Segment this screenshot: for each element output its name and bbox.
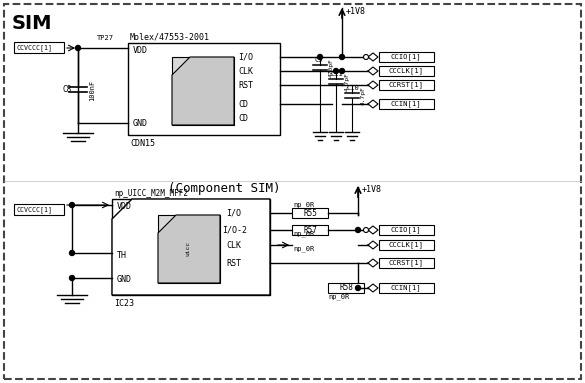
Bar	[379, 240, 434, 250]
Circle shape	[70, 203, 74, 208]
Text: CDN15: CDN15	[130, 139, 155, 147]
Polygon shape	[158, 215, 220, 283]
Text: CCCLK[1]: CCCLK[1]	[388, 242, 424, 248]
Text: np_UICC_M2M_MFF2: np_UICC_M2M_MFF2	[114, 188, 188, 198]
Text: +1V8: +1V8	[346, 7, 366, 15]
FancyBboxPatch shape	[4, 4, 581, 379]
Text: np_0R: np_0R	[293, 202, 314, 208]
Bar	[379, 52, 434, 62]
Text: IC23: IC23	[114, 298, 134, 308]
Text: CCRST[1]: CCRST[1]	[388, 82, 424, 88]
Text: CD: CD	[238, 113, 248, 123]
Text: I/O-2: I/O-2	[222, 226, 247, 234]
Text: Molex/47553-2001: Molex/47553-2001	[130, 33, 210, 41]
Text: np_0R: np_0R	[293, 246, 314, 252]
Circle shape	[356, 285, 360, 290]
Text: TP27: TP27	[97, 35, 114, 41]
Text: uicc: uicc	[185, 242, 191, 257]
Circle shape	[318, 54, 322, 59]
Bar	[14, 42, 64, 53]
Text: I/O: I/O	[226, 208, 241, 218]
Bar	[292, 208, 328, 218]
Text: 4.7pF: 4.7pF	[345, 73, 350, 92]
Text: CCIN[1]: CCIN[1]	[391, 101, 421, 107]
Text: 100nF: 100nF	[89, 79, 95, 101]
Text: GND: GND	[133, 118, 148, 128]
Text: CLK: CLK	[238, 67, 253, 75]
Text: np_0R: np_0R	[293, 231, 314, 237]
Circle shape	[70, 250, 74, 255]
Circle shape	[356, 228, 360, 232]
Text: 4.7pF: 4.7pF	[361, 87, 366, 105]
Text: C11: C11	[331, 71, 344, 77]
Text: CCIO[1]: CCIO[1]	[391, 54, 421, 61]
Text: SIM: SIM	[12, 13, 53, 33]
Bar	[379, 283, 434, 293]
Bar	[172, 57, 234, 125]
Bar	[379, 66, 434, 76]
Text: np_0R: np_0R	[328, 294, 349, 300]
Circle shape	[339, 69, 345, 74]
Bar	[379, 80, 434, 90]
Text: R55: R55	[303, 208, 317, 218]
Text: TH: TH	[117, 250, 127, 260]
Circle shape	[75, 46, 81, 51]
Bar	[328, 283, 364, 293]
Text: CCCLK[1]: CCCLK[1]	[388, 68, 424, 74]
Text: R57: R57	[303, 226, 317, 234]
Text: +1V8: +1V8	[362, 185, 382, 193]
Text: CCVCCC[1]: CCVCCC[1]	[16, 206, 52, 213]
Text: CD: CD	[238, 100, 248, 108]
Text: RST: RST	[226, 259, 241, 267]
Text: (Component SIM): (Component SIM)	[168, 182, 280, 195]
Text: I/O: I/O	[238, 52, 253, 62]
Text: C9: C9	[315, 57, 324, 63]
Text: VDD: VDD	[117, 201, 132, 211]
Polygon shape	[112, 199, 270, 295]
Text: CCRST[1]: CCRST[1]	[388, 260, 424, 266]
Bar	[379, 258, 434, 268]
Text: GND: GND	[117, 275, 132, 285]
Bar	[158, 215, 220, 283]
Polygon shape	[172, 57, 234, 125]
Circle shape	[363, 54, 369, 59]
Circle shape	[70, 275, 74, 280]
Bar	[14, 204, 64, 215]
Circle shape	[363, 228, 369, 232]
Text: CCVCCC[1]: CCVCCC[1]	[16, 44, 52, 51]
Bar	[112, 199, 270, 295]
Bar	[379, 99, 434, 109]
Bar	[379, 225, 434, 235]
Text: C10: C10	[347, 85, 360, 91]
Text: 470pF: 470pF	[329, 59, 334, 77]
Text: C8: C8	[62, 85, 71, 93]
Circle shape	[333, 69, 339, 74]
Text: VDD: VDD	[133, 46, 148, 54]
Bar	[292, 225, 328, 235]
Bar	[128, 43, 280, 135]
Text: CCIO[1]: CCIO[1]	[391, 227, 421, 233]
Text: CLK: CLK	[226, 241, 241, 249]
Text: R58: R58	[339, 283, 353, 293]
Text: RST: RST	[238, 80, 253, 90]
Circle shape	[339, 54, 345, 59]
Text: CCIN[1]: CCIN[1]	[391, 285, 421, 291]
